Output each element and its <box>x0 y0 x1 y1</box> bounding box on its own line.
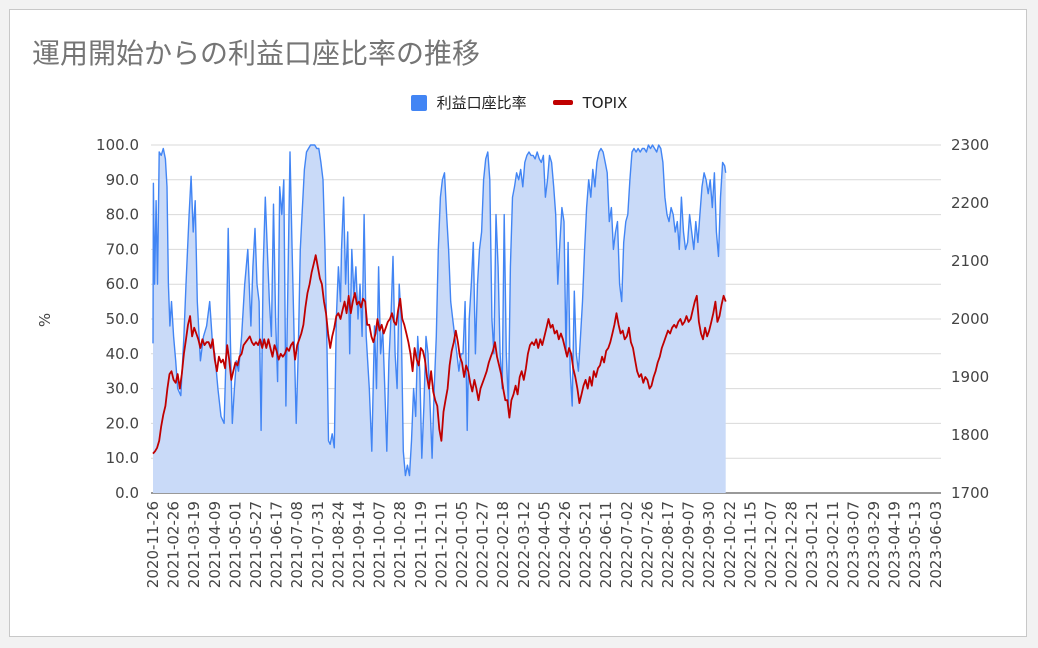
x-tick-label: 2022-01-27 <box>474 501 492 588</box>
x-tick-label: 2021-04-09 <box>206 501 224 588</box>
y-tick-label: 10.0 <box>106 449 139 467</box>
topix-line <box>152 254 727 455</box>
y2-tick-label: 2100 <box>951 252 989 270</box>
legend-item-topix[interactable]: TOPIX <box>552 92 628 113</box>
x-tick-label: 2022-06-11 <box>597 501 615 588</box>
legend-swatch-profit-ratio <box>410 94 427 111</box>
x-tick-label: 2023-03-07 <box>844 501 862 588</box>
y-tick-label: 40.0 <box>106 345 139 363</box>
y-tick-label: 100.0 <box>96 136 139 154</box>
x-tick-label: 2022-11-15 <box>741 501 759 588</box>
x-tick-label: 2021-10-28 <box>391 501 409 588</box>
y2-tick-label: 2200 <box>951 194 989 212</box>
x-tick-label: 2023-04-19 <box>886 501 904 588</box>
x-tick-label: 2022-04-05 <box>535 501 553 588</box>
x-tick-label: 2022-01-05 <box>453 501 471 588</box>
x-tick-label: 2023-06-03 <box>927 501 945 588</box>
x-tick-label: 2021-06-17 <box>268 501 286 588</box>
x-tick-label: 2022-04-26 <box>556 501 574 588</box>
x-tick-label: 2022-05-21 <box>577 501 595 588</box>
x-tick-label: 2021-10-07 <box>371 501 389 588</box>
y-tick-label: 80.0 <box>106 206 139 224</box>
profit-ratio-series <box>152 144 727 493</box>
y-tick-label: 50.0 <box>106 310 139 328</box>
x-tick-label: 2020-11-26 <box>144 501 162 588</box>
x-tick-label: 2023-03-29 <box>865 501 883 588</box>
x-tick-label: 2021-09-14 <box>350 501 368 588</box>
x-tick-label: 2021-12-11 <box>432 501 450 588</box>
x-tick-label: 2022-07-02 <box>618 501 636 588</box>
x-tick-label: 2021-07-31 <box>309 501 327 588</box>
x-tick-label: 2021-05-27 <box>247 501 265 588</box>
x-tick-label: 2021-07-08 <box>288 501 306 588</box>
y2-tick-label: 1900 <box>951 368 989 386</box>
y2-tick-label: 1700 <box>951 484 989 502</box>
legend-label-profit-ratio: 利益口座比率 <box>436 94 527 112</box>
topix-series <box>152 254 727 455</box>
x-tick-label: 2022-09-30 <box>700 501 718 588</box>
profit-ratio-area <box>153 145 726 493</box>
y-axis-title: % <box>36 313 54 327</box>
x-tick-label: 2021-08-24 <box>329 501 347 588</box>
legend-swatch-topix <box>552 100 573 105</box>
x-tick-label: 2022-07-26 <box>638 501 656 588</box>
x-tick-label: 2021-03-19 <box>185 501 203 588</box>
y-axis-right: 2300 2200 2100 2000 1900 1800 1700 <box>951 136 989 502</box>
x-axis: 2020-11-26 2021-02-26 2021-03-19 2021-04-09… <box>144 501 945 588</box>
y-axis-left: 100.0 90.0 80.0 70.0 60.0 50.0 40.0 30.0 20.0 10.… <box>96 136 139 502</box>
x-tick-label: 2021-05-01 <box>226 501 244 588</box>
x-tick-label: 2022-03-12 <box>515 501 533 588</box>
chart-legend: 利益口座比率 TOPIX <box>0 92 1038 113</box>
y-tick-label: 70.0 <box>106 240 139 258</box>
x-tick-label: 2022-08-17 <box>659 501 677 588</box>
y-tick-label: 90.0 <box>106 171 139 189</box>
x-tick-label: 2021-11-19 <box>412 501 430 588</box>
y-tick-label: 30.0 <box>106 380 139 398</box>
y2-tick-label: 2000 <box>951 310 989 328</box>
y2-tick-label: 1800 <box>951 426 989 444</box>
x-tick-label: 2022-10-22 <box>721 501 739 588</box>
legend-item-profit-ratio[interactable]: 利益口座比率 <box>410 92 527 113</box>
x-tick-label: 2023-02-11 <box>824 501 842 588</box>
x-tick-label: 2022-12-07 <box>762 501 780 588</box>
y-tick-label: 0.0 <box>115 484 139 502</box>
x-tick-label: 2023-01-21 <box>803 501 821 588</box>
y-tick-label: 60.0 <box>106 275 139 293</box>
legend-label-topix: TOPIX <box>582 93 628 112</box>
profit-ratio-line <box>152 144 727 477</box>
y2-tick-label: 2300 <box>951 136 989 154</box>
chart-title: 運用開始からの利益口座比率の推移 <box>32 37 481 70</box>
x-tick-label: 2022-12-28 <box>783 501 801 588</box>
x-tick-label: 2023-05-13 <box>906 501 924 588</box>
x-tick-label: 2021-02-26 <box>165 501 183 588</box>
x-tick-label: 2022-02-18 <box>494 501 512 588</box>
x-tick-label: 2022-09-07 <box>680 501 698 588</box>
y-tick-label: 20.0 <box>106 414 139 432</box>
